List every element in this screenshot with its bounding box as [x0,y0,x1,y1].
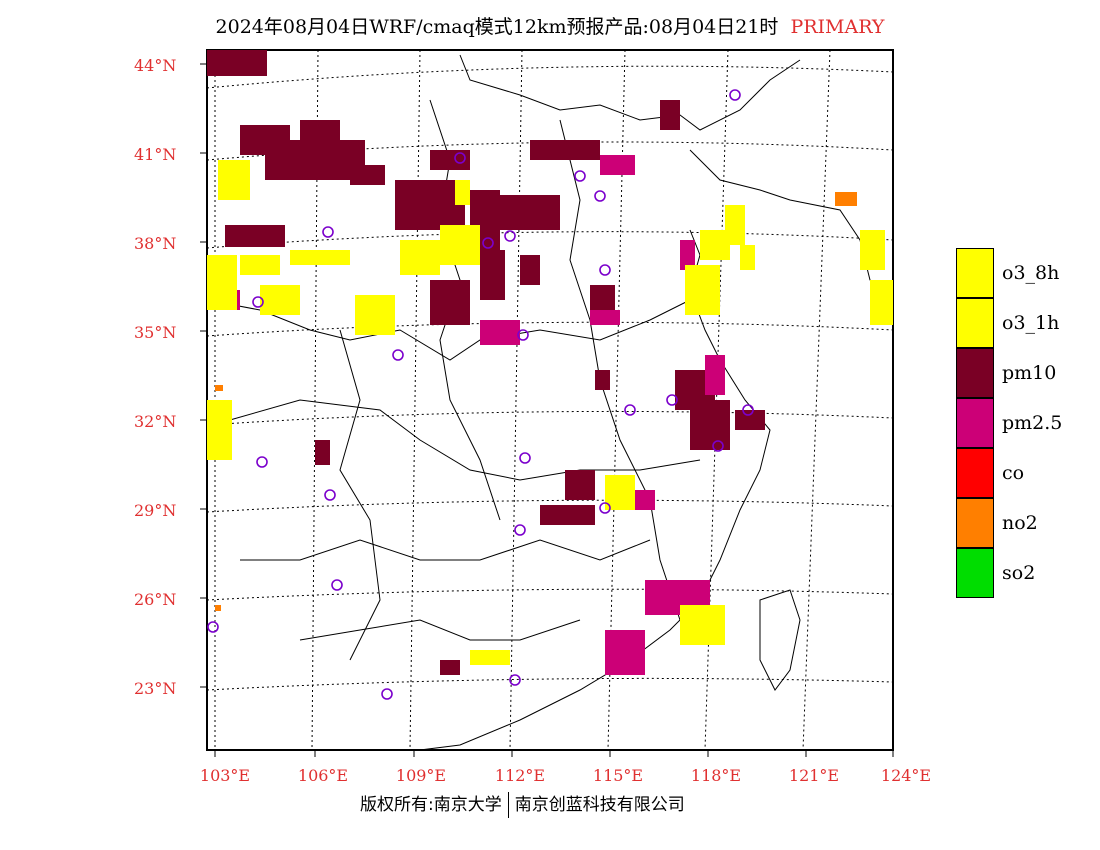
legend-label: o3_8h [1002,262,1060,284]
lat-label: 35°N [134,323,177,342]
lon-label: 109°E [395,766,447,785]
legend-swatch [956,448,994,498]
legend-item-so2: so2 [956,548,1096,598]
legend-swatch [956,398,994,448]
pm25-areas [210,155,725,675]
axis-ticks [200,63,894,757]
legend-item-pm10: pm10 [956,348,1096,398]
map-title: 2024年08月04日WRF/cmaq模式12km预报产品:08月04日21时 P… [0,12,1100,39]
copyright-right: 南京创蓝科技有限公司 [514,795,685,815]
legend-label: co [1002,462,1025,484]
legend-label: pm2.5 [1002,412,1063,434]
legend-item-pm25: pm2.5 [956,398,1096,448]
legend-item-o3-1h: o3_1h [956,298,1096,348]
lat-label: 26°N [134,590,177,609]
legend-label: o3_1h [1002,312,1060,334]
pollutant-legend: o3_8h o3_1h pm10 pm2.5 co no2 so2 [956,248,1096,598]
legend-swatch [956,548,994,598]
legend-swatch [956,298,994,348]
legend-item-no2: no2 [956,498,1096,548]
lat-label: 29°N [134,501,177,520]
pm10-areas [207,50,765,675]
legend-item-o3-8h: o3_8h [956,248,1096,298]
station-markers [207,89,754,700]
copyright-left: 版权所有:南京大学 [360,795,502,815]
no2-areas [215,192,857,611]
lat-label: 44°N [134,56,177,75]
legend-swatch [956,348,994,398]
lon-label: 103°E [199,766,251,785]
lon-label: 106°E [297,766,349,785]
title-tag: PRIMARY [790,16,885,38]
o3-areas [207,160,893,665]
legend-label: pm10 [1002,362,1057,384]
legend-swatch [956,248,994,298]
legend-label: no2 [1002,512,1038,534]
copyright-footer: 版权所有:南京大学 南京创蓝科技有限公司 [360,790,685,818]
lat-label: 41°N [134,145,177,164]
lon-label: 121°E [788,766,840,785]
lon-label: 112°E [494,766,546,785]
legend-swatch [956,498,994,548]
title-text: 2024年08月04日WRF/cmaq模式12km预报产品:08月04日21时 [215,16,779,38]
lon-label: 115°E [592,766,644,785]
lat-label: 32°N [134,412,177,431]
lat-label: 38°N [134,234,177,253]
footer-separator [507,792,509,818]
legend-label: so2 [1002,562,1036,584]
lat-label: 23°N [134,679,177,698]
legend-item-co: co [956,448,1096,498]
lon-label: 124°E [880,766,932,785]
lon-label: 118°E [690,766,742,785]
